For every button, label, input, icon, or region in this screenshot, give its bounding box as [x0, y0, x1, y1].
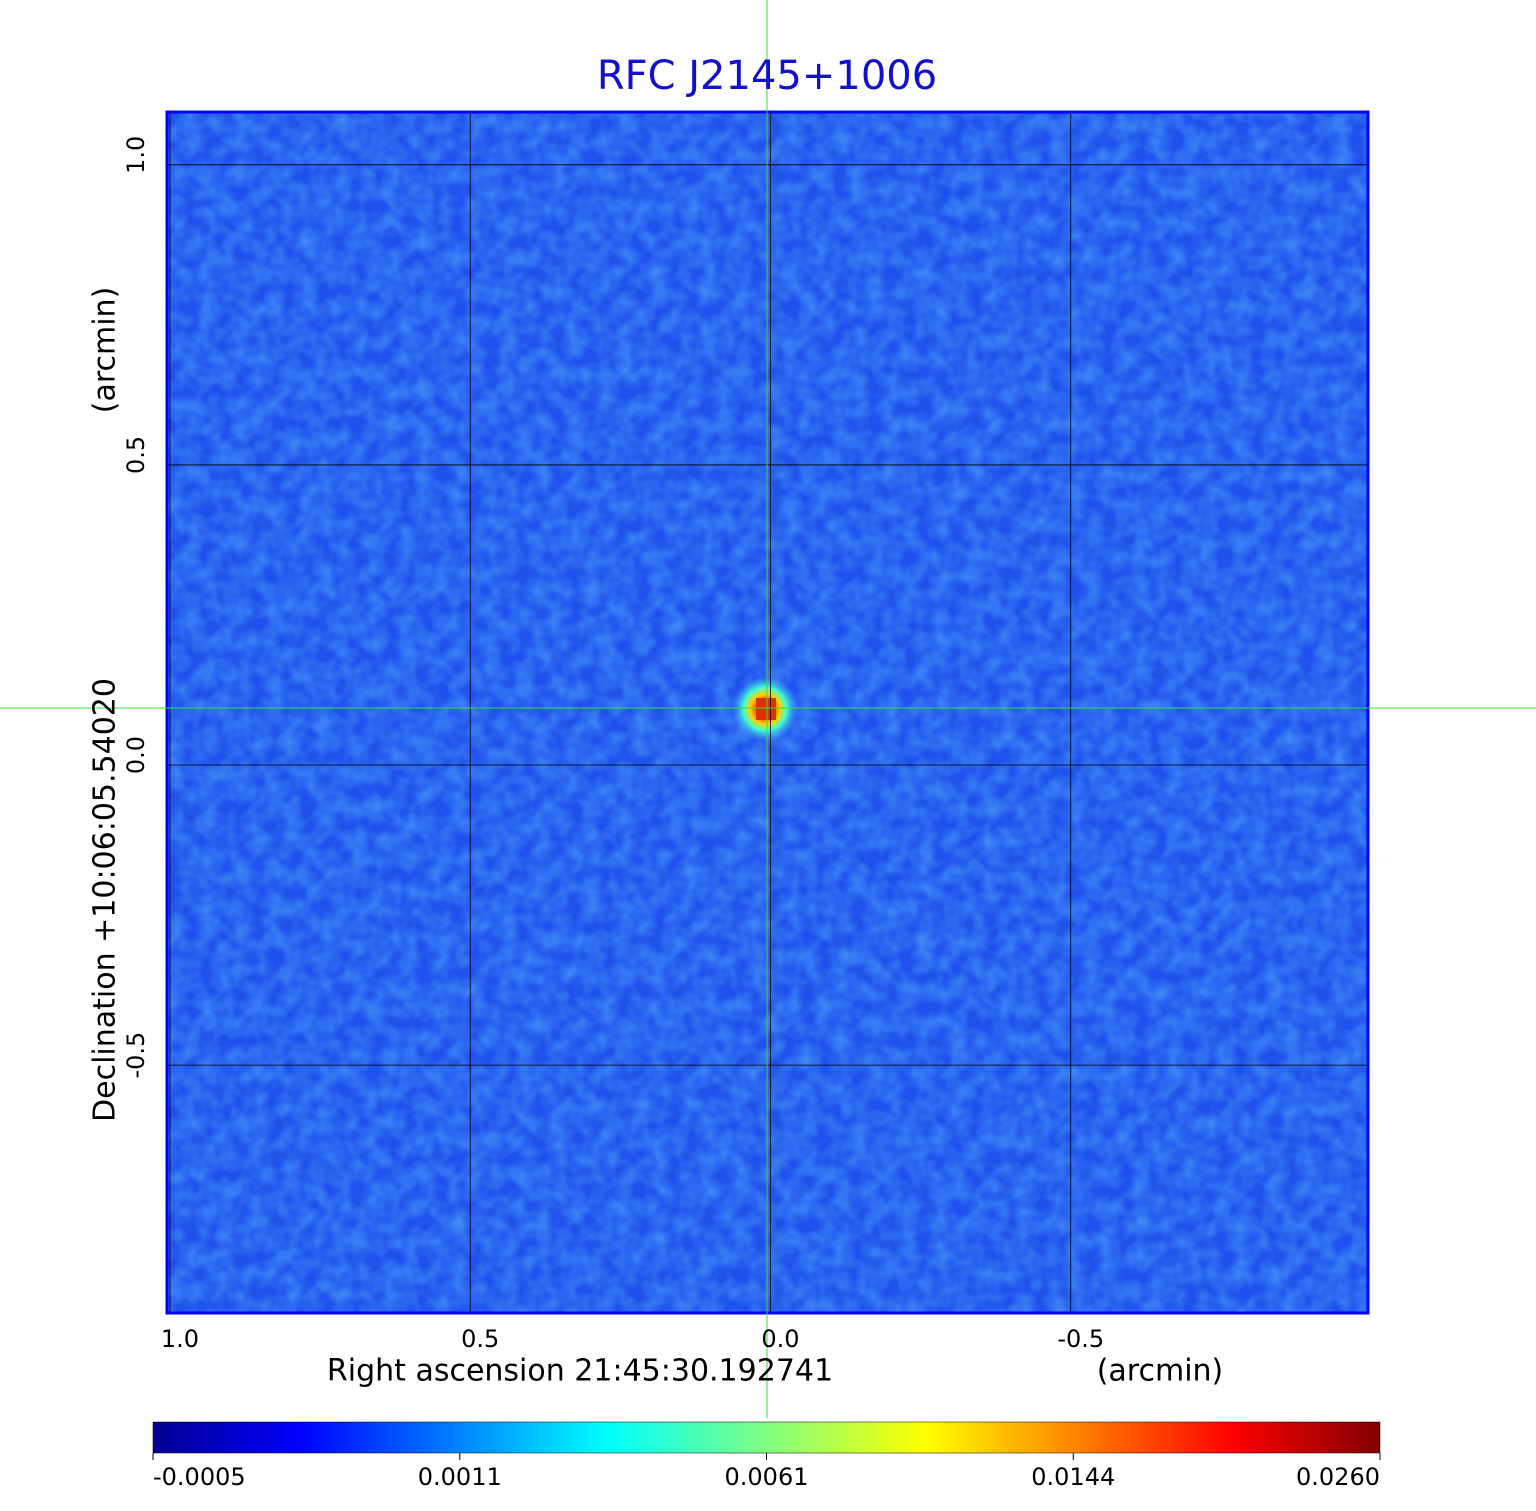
- x-tick-label: -0.5: [1057, 1325, 1104, 1353]
- x-tick-label: 1.0: [161, 1325, 199, 1353]
- x-tick-label: 0.5: [461, 1325, 499, 1353]
- y-tick-label: 0.5: [122, 436, 150, 474]
- y-axis-unit: (arcmin): [88, 287, 123, 414]
- colorbar-tick-label: 0.0011: [418, 1463, 502, 1491]
- colorbar-tick-label: 0.0061: [725, 1463, 809, 1491]
- x-axis-label: Right ascension 21:45:30.192741: [327, 1354, 833, 1389]
- x-axis-unit: (arcmin): [1097, 1354, 1224, 1389]
- chart-title: RFC J2145+1006: [597, 53, 937, 99]
- colorbar-tick-label: 0.0144: [1031, 1463, 1115, 1491]
- x-tick-label: 0.0: [761, 1325, 799, 1353]
- y-axis-label: Declination +10:06:05.54020: [88, 678, 123, 1122]
- y-tick-label: 1.0: [122, 136, 150, 174]
- colorbar-tick-label: -0.0005: [153, 1463, 246, 1491]
- source-core: [756, 698, 776, 720]
- y-tick-label: 0.0: [122, 736, 150, 774]
- colorbar: [152, 1421, 1381, 1454]
- y-tick-label: -0.5: [122, 1032, 150, 1079]
- colorbar-tick-label: 0.0260: [1296, 1463, 1380, 1491]
